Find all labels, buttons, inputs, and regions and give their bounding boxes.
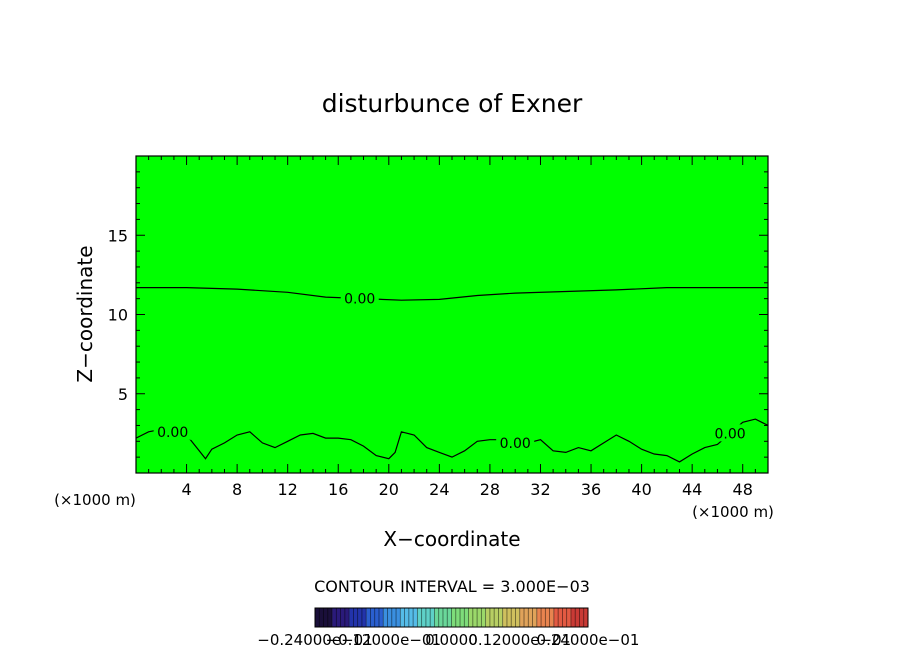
- colorbar-label: −0.12000e−01: [326, 631, 441, 649]
- contour-label: 0.00: [714, 426, 745, 442]
- x-tick-label: 48: [733, 480, 753, 499]
- plot-area: 0.000.000.000.00 4 8 12 16 20 24 28 32 36 40 44 485…: [108, 155, 769, 499]
- y-tick-label: 15: [108, 226, 128, 245]
- x-tick-label: 24: [429, 480, 449, 499]
- x-tick-label: 20: [379, 480, 399, 499]
- contour-label: 0.00: [344, 292, 375, 308]
- x-tick-label: 36: [581, 480, 601, 499]
- contour-label-bg: [340, 289, 379, 307]
- colorbar-label: 0.12000e−01: [468, 631, 571, 649]
- contour-label-bg: [711, 424, 750, 442]
- chart-title: disturbunce of Exner: [322, 89, 583, 118]
- x-unit-right: (×1000 m): [692, 503, 774, 521]
- contour-label: 0.00: [157, 425, 188, 441]
- colorbar-label: 0.0000: [425, 631, 478, 649]
- contour-line-lower: [135, 418, 769, 463]
- x-tick-label: 28: [480, 480, 500, 499]
- plot-fill: [136, 156, 768, 473]
- colorbar-labels: −0.24000e−01−0.12000e−010.00000.12000e−0…: [257, 631, 639, 649]
- x-tick-label: 44: [682, 480, 702, 499]
- contour-label: 0.00: [500, 436, 531, 452]
- colorbar: [314, 607, 589, 628]
- x-tick-label: 16: [328, 480, 348, 499]
- colorbar-label: 0.24000e−01: [537, 631, 640, 649]
- contour-interval: CONTOUR INTERVAL = 3.000E−03: [314, 577, 590, 596]
- y-tick-label: 5: [118, 385, 128, 404]
- x-unit-left: (×1000 m): [54, 491, 136, 509]
- y-tick-label: 10: [108, 306, 128, 325]
- colorbar-frame: [314, 607, 589, 628]
- x-tick-label: 8: [232, 480, 242, 499]
- x-tick-label: 32: [530, 480, 550, 499]
- x-axis-label: X−coordinate: [383, 527, 520, 551]
- y-axis-label: Z−coordinate: [73, 245, 97, 382]
- contour-line-upper: [136, 287, 768, 301]
- x-tick-label: 12: [278, 480, 298, 499]
- x-tick-label: 4: [181, 480, 191, 499]
- x-tick-label: 40: [631, 480, 651, 499]
- contour-labels: 0.00 0.00 0.00 0.00: [153, 289, 750, 452]
- contour-lines: [135, 287, 769, 463]
- contour-label-bg: [153, 422, 192, 440]
- contour-label-bg: [496, 433, 535, 451]
- colorbar-label: −0.24000e−01: [257, 631, 372, 649]
